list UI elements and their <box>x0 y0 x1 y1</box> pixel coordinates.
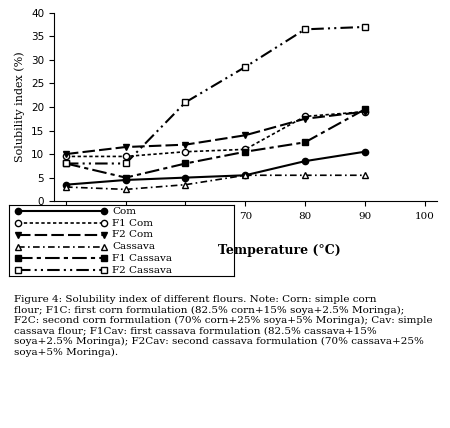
Text: 50: 50 <box>119 212 132 221</box>
Text: 70: 70 <box>238 212 252 221</box>
Text: F1 Cassava: F1 Cassava <box>112 254 172 263</box>
Text: F1 Com: F1 Com <box>112 219 153 228</box>
Text: Figure 4: Solubility index of different flours. Note: Corn: simple corn
flour; F: Figure 4: Solubility index of different … <box>14 295 432 357</box>
Text: Com: Com <box>112 207 136 216</box>
Text: Cassava: Cassava <box>112 242 156 251</box>
Y-axis label: Solubility index (%): Solubility index (%) <box>15 52 26 162</box>
Text: F2 Cassava: F2 Cassava <box>112 266 172 275</box>
Text: 40: 40 <box>59 212 72 221</box>
Text: 100: 100 <box>414 212 435 221</box>
Text: Temperature (°C): Temperature (°C) <box>218 244 340 257</box>
Text: F2 Com: F2 Com <box>112 230 153 239</box>
Text: 60: 60 <box>179 212 192 221</box>
Text: 80: 80 <box>298 212 312 221</box>
Text: 90: 90 <box>358 212 371 221</box>
